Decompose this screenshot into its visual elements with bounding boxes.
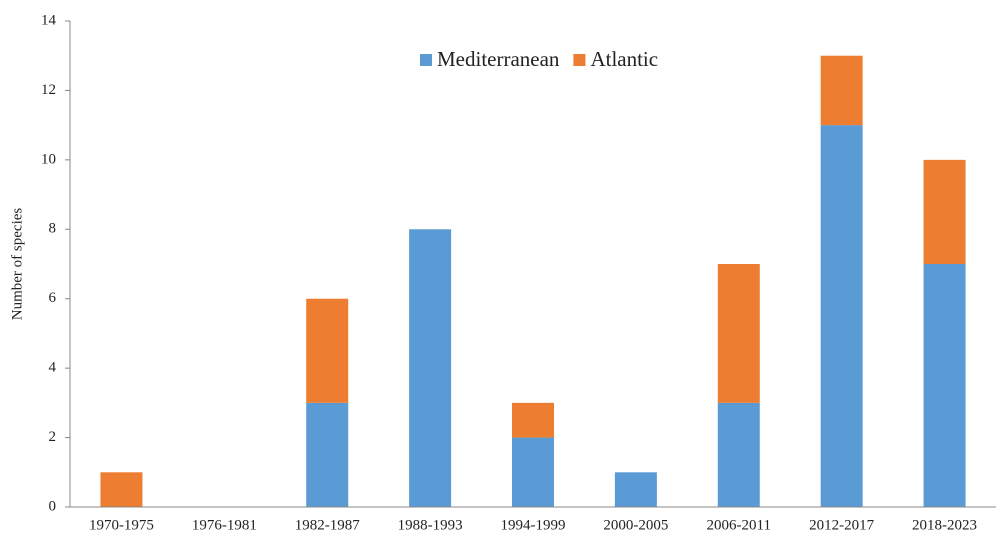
bar-segment xyxy=(820,125,863,508)
y-axis-label: Number of species xyxy=(9,208,25,321)
y-tick-label: 14 xyxy=(41,12,57,28)
y-tick-label: 6 xyxy=(49,290,57,306)
bar-segment xyxy=(100,472,143,507)
y-tick-label: 12 xyxy=(41,82,56,98)
bar-segment xyxy=(820,55,863,126)
y-tick-label: 0 xyxy=(49,498,57,514)
bar-segment xyxy=(512,402,554,438)
bar-segment xyxy=(306,298,349,403)
legend-text: Atlantic xyxy=(590,47,658,71)
bar-segment xyxy=(614,472,657,507)
bar-segment xyxy=(923,159,966,264)
bar-segment xyxy=(717,264,760,403)
bar-segment xyxy=(717,402,760,507)
legend-swatch xyxy=(420,54,432,66)
bar-segment xyxy=(306,402,349,507)
y-tick-label: 4 xyxy=(49,360,57,376)
bar-segment xyxy=(512,437,554,507)
y-tick-label: 10 xyxy=(41,151,56,167)
x-tick-label: 1970-1975 xyxy=(89,517,154,533)
x-tick-label: 1976-1981 xyxy=(192,517,257,533)
legend-swatch xyxy=(573,54,586,66)
legend-text: Mediterranean xyxy=(437,47,560,71)
bar-segment xyxy=(409,229,452,508)
x-tick-label: 2000-2005 xyxy=(603,517,668,533)
x-tick-label: 2018-2023 xyxy=(912,517,977,533)
x-tick-label: 1994-1999 xyxy=(501,517,566,533)
x-tick-label: 2012-2017 xyxy=(809,517,874,533)
x-tick-label: 2006-2011 xyxy=(707,517,771,533)
x-tick-label: 1988-1993 xyxy=(398,517,463,533)
x-tick-label: 1982-1987 xyxy=(295,517,360,533)
y-tick-label: 2 xyxy=(49,429,57,445)
bar-segment xyxy=(923,264,966,507)
y-tick-label: 8 xyxy=(49,221,57,237)
